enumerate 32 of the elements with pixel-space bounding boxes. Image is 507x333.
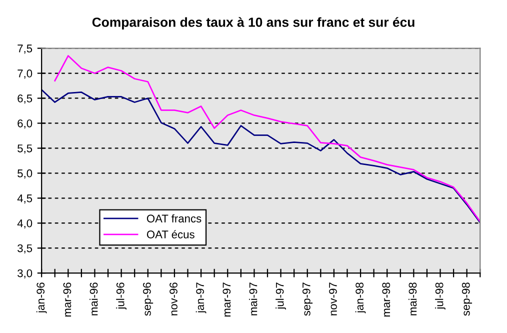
line-series bbox=[54, 55, 480, 222]
x-tick-label: mai-97 bbox=[249, 282, 258, 316]
x-tick-label: jul-98 bbox=[435, 282, 446, 310]
line-series bbox=[42, 89, 480, 224]
chart-title: Comparaison des taux à 10 ans sur franc et sur écu bbox=[92, 17, 414, 30]
y-tick-label: 4,5 bbox=[17, 194, 32, 204]
y-tick-label: 5,0 bbox=[18, 169, 32, 179]
x-tick-label: jan-96 bbox=[36, 282, 47, 314]
x-tick-label: nov-96 bbox=[170, 282, 178, 316]
x-tick-label: nov-97 bbox=[329, 282, 337, 316]
legend-label: OAT francs bbox=[146, 214, 202, 222]
x-tick-label: jul-96 bbox=[116, 282, 126, 310]
x-tick-label: sep-96 bbox=[143, 282, 154, 316]
y-tick-label: 4,0 bbox=[17, 219, 32, 229]
y-tick-label: 6,5 bbox=[18, 94, 32, 104]
y-tick-label: 5,5 bbox=[18, 144, 32, 154]
y-tick-label: 7,0 bbox=[18, 70, 32, 79]
x-tick-label: jan-97 bbox=[196, 282, 206, 314]
x-tick-label: mai-98 bbox=[408, 282, 417, 316]
y-tick-label: 3,5 bbox=[18, 244, 32, 254]
x-tick-label: mar-96 bbox=[63, 282, 72, 317]
y-tick-label: 6,0 bbox=[18, 119, 32, 129]
x-tick-label: mar-97 bbox=[222, 282, 231, 317]
x-tick-label: sep-98 bbox=[462, 282, 472, 316]
x-tick-label: jan-98 bbox=[355, 282, 366, 314]
x-tick-label: sep-97 bbox=[302, 282, 313, 316]
y-tick-label: 3,0 bbox=[18, 269, 32, 279]
x-tick-label: jul-97 bbox=[276, 282, 286, 310]
x-tick-label: mai-96 bbox=[90, 282, 98, 316]
y-tick-label: 7,5 bbox=[18, 44, 32, 54]
legend-label: OAT écus bbox=[146, 230, 194, 238]
x-tick-label: mar-98 bbox=[382, 282, 390, 317]
